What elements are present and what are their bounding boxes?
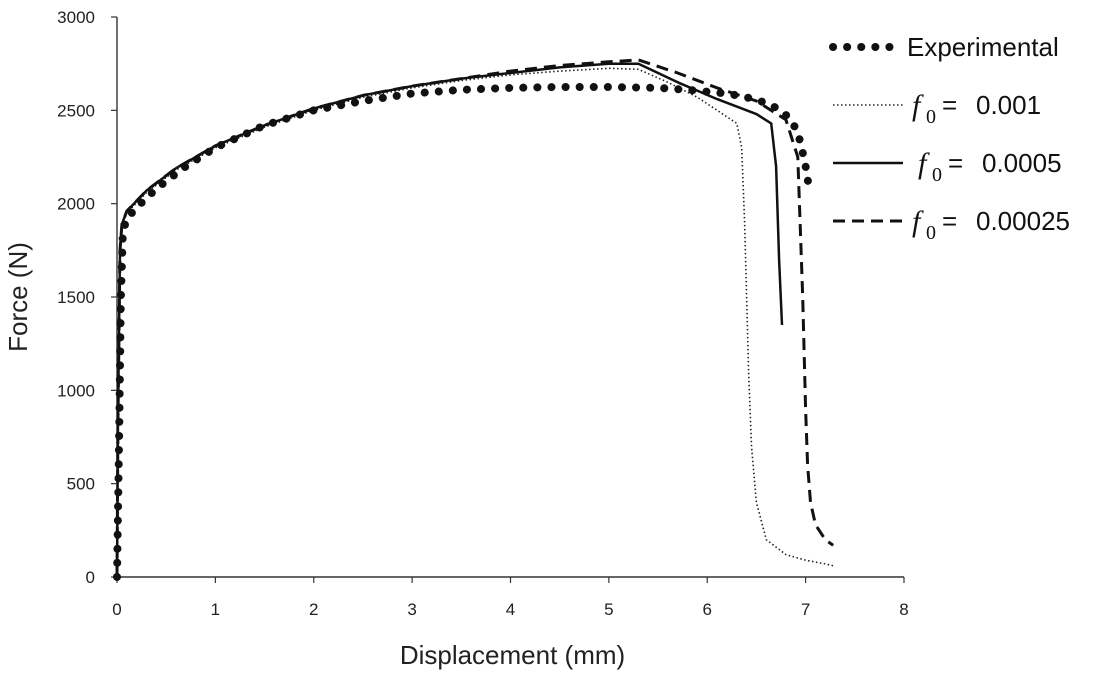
legend-equals: = — [948, 148, 963, 178]
y-tick-label: 3000 — [57, 8, 95, 27]
x-tick-label: 6 — [703, 600, 712, 619]
series-line-2 — [115, 62, 784, 578]
y-tick-label: 0 — [86, 568, 95, 587]
x-tick-label: 1 — [211, 600, 220, 619]
x-tick-label: 7 — [801, 600, 810, 619]
series-line-3 — [115, 58, 835, 578]
y-tick-label: 1000 — [57, 381, 95, 400]
y-ticks: 0 500 1000 1500 2000 2500 3000 — [57, 8, 117, 587]
legend-equals: = — [942, 90, 957, 120]
legend-subscript: 0 — [926, 222, 936, 244]
legend-f-symbol: f — [912, 89, 924, 122]
x-ticks: 0 1 2 3 4 5 6 7 8 — [112, 577, 909, 619]
x-tick-label: 3 — [407, 600, 416, 619]
series-line-0 — [113, 83, 813, 581]
y-tick-label: 1500 — [57, 288, 95, 307]
x-axis-title: Displacement (mm) — [400, 640, 625, 670]
y-tick-label: 2500 — [57, 101, 95, 120]
axes: 0 500 1000 1500 2000 2500 3000 0 1 2 3 4 5 6 7 8 — [57, 8, 909, 619]
x-tick-label: 4 — [506, 600, 515, 619]
y-tick-label: 2000 — [57, 195, 95, 214]
series-layer — [113, 58, 835, 581]
legend-label-1: 0.001 — [976, 90, 1041, 120]
series-line-1 — [116, 67, 834, 578]
y-tick-label: 500 — [67, 475, 95, 494]
legend-label-3: 0.00025 — [976, 206, 1070, 236]
x-tick-label: 0 — [112, 600, 121, 619]
x-tick-label: 5 — [604, 600, 613, 619]
legend-label-2: 0.0005 — [982, 148, 1062, 178]
legend-label-0: Experimental — [907, 32, 1059, 62]
x-tick-label: 8 — [899, 600, 908, 619]
y-axis-title: Force (N) — [3, 242, 33, 352]
legend-f-symbol: f — [912, 205, 924, 238]
x-tick-label: 2 — [309, 600, 318, 619]
legend-equals: = — [942, 206, 957, 236]
legend-subscript: 0 — [932, 164, 942, 186]
legend-f-symbol: f — [918, 147, 930, 180]
legend-subscript: 0 — [926, 106, 936, 128]
